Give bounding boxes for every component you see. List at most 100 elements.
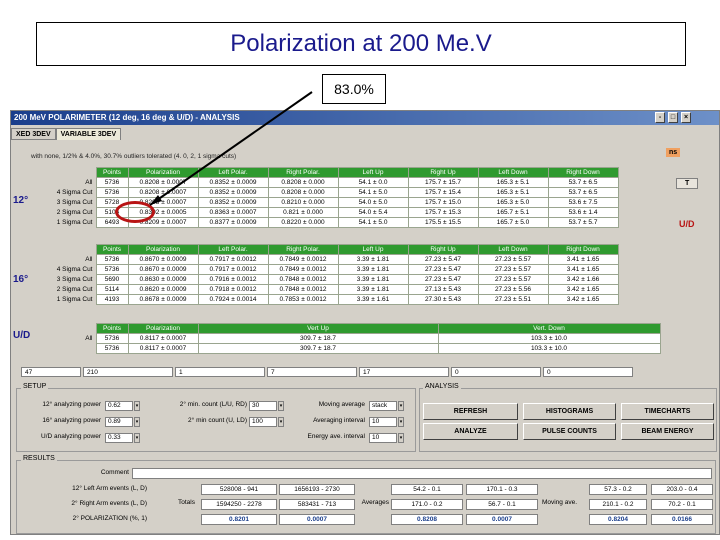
minimize-button[interactable]: - (655, 112, 665, 123)
tab-variable-3dev[interactable]: VARIABLE 3DEV (55, 128, 122, 140)
column-header: Left Polar. (197, 167, 269, 178)
status-cell: 0 (451, 367, 541, 377)
table-cell: 53.6 ± 7.5 (547, 197, 619, 208)
table-cell: 0.8220 ± 0.000 (267, 217, 339, 228)
result-cell: 1656193 - 2730 (279, 484, 355, 495)
setup-field-input[interactable]: stack (369, 401, 397, 411)
setup-field-label: Averaging interval (313, 417, 365, 424)
spin-arrows-icon[interactable]: ▾ (278, 417, 284, 427)
tab-fixed-3dev[interactable]: XED 3DEV (11, 128, 56, 140)
column-header: Right Up (407, 244, 479, 255)
setup-field-input[interactable]: 0.33 (105, 433, 133, 443)
spin-arrows-icon[interactable]: ▾ (398, 433, 404, 443)
table-cell: 27.23 ± 5.57 (477, 254, 549, 265)
table-cell: 0.7917 ± 0.0012 (197, 264, 269, 275)
table-cell: 54.1 ± 5.0 (337, 217, 409, 228)
beam-energy-button[interactable]: BEAM ENERGY (621, 423, 714, 440)
maximize-button[interactable]: □ (668, 112, 678, 123)
setup-field-input[interactable]: 10 (369, 433, 397, 443)
table-cell: 309.7 ± 18.7 (197, 343, 439, 354)
table-cell: 0.7853 ± 0.0012 (267, 294, 339, 305)
spin-arrows-icon[interactable]: ▾ (134, 401, 140, 411)
analysis-group (419, 388, 717, 452)
setup-field-label: 2° min count (U, LD) (188, 417, 247, 424)
table-cell: 54.0 ± 5.0 (337, 197, 409, 208)
setup-field-label: U/D analyzing power (41, 433, 101, 440)
status-cell: 0 (543, 367, 633, 377)
setup-field-input[interactable]: 30 (249, 401, 277, 411)
column-header: Points (95, 167, 129, 178)
table-cell: 0.821 ± 0.000 (267, 207, 339, 218)
result-cell: 0.0166 (651, 514, 713, 525)
result-cell: 528008 - 941 (201, 484, 277, 495)
table-cell: 5690 (95, 274, 129, 285)
comment-input[interactable] (132, 468, 712, 479)
spin-arrows-icon[interactable]: ▾ (398, 417, 404, 427)
setup-field-label: Moving average (318, 401, 365, 408)
table-cell: 3.39 ± 1.81 (337, 264, 409, 275)
close-button[interactable]: × (681, 112, 691, 123)
table-cell: 175.7 ± 15.4 (407, 187, 479, 198)
result-cell: 1594250 - 2278 (201, 499, 277, 510)
table-row: 3 Sigma Cut 5690 0.8630 ± 0.0009 0.7916 ± 0… (41, 274, 619, 285)
spin-arrows-icon[interactable]: ▾ (134, 433, 140, 443)
setup-field-label: 12° analyzing power (42, 401, 101, 408)
setup-field-input[interactable]: 0.89 (105, 417, 133, 427)
refresh-button[interactable]: REFRESH (423, 403, 518, 420)
row-label: All (41, 177, 96, 188)
row-label (41, 343, 96, 354)
analyze-button[interactable]: ANALYZE (423, 423, 518, 440)
setup-field-input[interactable]: 0.62 (105, 401, 133, 411)
result-cell: 0.0007 (279, 514, 355, 525)
table-cell: 309.7 ± 18.7 (197, 333, 439, 344)
tab-bar: XED 3DEV VARIABLE 3DEV (11, 128, 122, 140)
timecharts-button[interactable]: TIMECHARTS (621, 403, 714, 420)
result-cell: 210.1 - 0.2 (589, 499, 647, 510)
spin-arrows-icon[interactable]: ▾ (398, 401, 404, 411)
table-cell: 3.42 ± 1.66 (547, 274, 619, 285)
right-ud-label: U/D (679, 219, 695, 229)
angle-label-ud: U/D (13, 330, 31, 341)
table-cell: 53.6 ± 1.4 (547, 207, 619, 218)
table-cell: 175.7 ± 15.0 (407, 197, 479, 208)
row-label: 4 Sigma Cut (41, 264, 96, 275)
histograms-button[interactable]: HISTOGRAMS (523, 403, 616, 420)
result-cell: 54.2 - 0.1 (391, 484, 463, 495)
table-cell: 0.8630 ± 0.0009 (127, 274, 199, 285)
spin-arrows-icon[interactable]: ▾ (134, 417, 140, 427)
column-header: Right Down (547, 167, 619, 178)
spin-arrows-icon[interactable]: ▾ (278, 401, 284, 411)
annotation-box: 83.0% (322, 74, 386, 104)
table-cell: 3.42 ± 1.65 (547, 294, 619, 305)
polarimeter-window: 200 MeV POLARIMETER (12 deg, 16 deg & U/… (10, 110, 720, 535)
setup-field-input[interactable]: 10 (369, 417, 397, 427)
table-cell: 27.23 ± 5.56 (477, 284, 549, 295)
table-cell: 0.8352 ± 0.0009 (197, 187, 269, 198)
row-label: 2 Sigma Cut (41, 207, 96, 218)
column-header: Polarization (127, 244, 199, 255)
table-cell: 175.5 ± 15.5 (407, 217, 479, 228)
table-cell: 103.3 ± 10.0 (437, 333, 661, 344)
table-cell: 0.7924 ± 0.0014 (197, 294, 269, 305)
table-cell: 5736 (95, 264, 129, 275)
table-cell: 165.7 ± 5.1 (477, 207, 549, 218)
result-mid-label: Moving ave. (541, 499, 577, 506)
setup-field-input[interactable]: 100 (249, 417, 277, 427)
result-cell: 203.0 - 0.4 (651, 484, 713, 495)
row-label: 1 Sigma Cut (41, 294, 96, 305)
result-cell: 0.8204 (589, 514, 647, 525)
table-row: 4 Sigma Cut 5736 0.8670 ± 0.0009 0.7917 ± 0… (41, 264, 619, 275)
table-cell: 54.0 ± 5.4 (337, 207, 409, 218)
result-cell: 171.0 - 0.2 (391, 499, 463, 510)
right-panel-button-b[interactable]: T (676, 178, 699, 189)
right-panel-button-a[interactable]: ns (666, 148, 681, 157)
table-cell: 165.7 ± 5.0 (477, 217, 549, 228)
table-cell: 0.8210 ± 0.000 (267, 197, 339, 208)
column-header: Right Polar. (267, 244, 339, 255)
column-header: Polarization (127, 167, 199, 178)
pulse-counts-button[interactable]: PULSE COUNTS (523, 423, 616, 440)
status-cell: 7 (267, 367, 357, 377)
column-header: Right Up (407, 167, 479, 178)
header-spacer (41, 167, 96, 178)
table-cell: 27.23 ± 5.57 (477, 274, 549, 285)
